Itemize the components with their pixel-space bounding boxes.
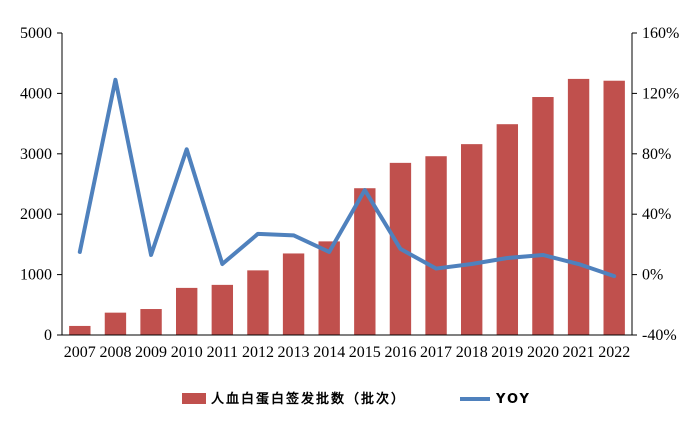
bar-series <box>69 78 625 336</box>
x-tick-label: 2009 <box>135 344 167 361</box>
bar-2007 <box>69 325 91 335</box>
x-tick-label: 2019 <box>491 344 523 361</box>
axes <box>57 32 637 336</box>
bar-2009 <box>140 309 162 335</box>
yoy-point-2012 <box>256 232 260 236</box>
right-y-tick-labels: -40% 0% 40% 80% 120% 160% <box>642 25 679 344</box>
yoy-point-2021 <box>577 262 581 266</box>
bar-2019 <box>496 124 519 335</box>
x-tick-label: 2011 <box>207 344 238 361</box>
yoy-point-2009 <box>149 253 153 257</box>
line-series <box>77 77 617 279</box>
bar-2020 <box>532 97 554 336</box>
bar-2010 <box>176 287 198 335</box>
bar-2018 <box>461 144 483 335</box>
yoy-point-2019 <box>505 256 509 260</box>
bar-2015 <box>354 188 376 335</box>
x-tick-label: 2021 <box>563 344 595 361</box>
x-tick-label: 2007 <box>64 344 96 361</box>
yoy-line <box>77 77 617 279</box>
x-tick-label: 2022 <box>598 344 630 361</box>
right-y-tick-label: 80% <box>642 146 671 163</box>
yoy-point-2022 <box>612 274 616 278</box>
right-y-tick-label: 160% <box>642 25 679 42</box>
bar-2008 <box>104 312 127 335</box>
yoy-point-2010 <box>185 147 189 151</box>
x-tick-labels: 2007 2008 2009 2010 2011 2012 2013 2014 2015 2016… <box>64 344 630 361</box>
left-y-tick-label: 1000 <box>20 267 52 284</box>
yoy-point-2014 <box>327 250 331 254</box>
legend-bar-label: 人血白蛋白签发批数（批次） <box>211 391 406 407</box>
bar-2012 <box>247 270 269 335</box>
x-tick-label: 2016 <box>384 344 416 361</box>
legend: 人血白蛋白签发批数（批次） YOY <box>182 391 531 407</box>
bar-2022 <box>603 80 625 335</box>
x-tick-label: 2014 <box>313 344 345 361</box>
right-y-tick-label: 40% <box>642 206 671 223</box>
legend-bar-swatch <box>182 393 206 404</box>
yoy-point-2018 <box>470 262 474 266</box>
yoy-point-2017 <box>434 267 438 271</box>
x-tick-label: 2008 <box>99 344 131 361</box>
x-tick-label: 2015 <box>349 344 381 361</box>
yoy-point-2016 <box>398 247 402 251</box>
yoy-point-2015 <box>363 188 367 192</box>
x-tick-label: 2013 <box>278 344 310 361</box>
left-y-tick-labels: 0 1000 2000 3000 4000 5000 <box>20 25 52 344</box>
yoy-point-2007 <box>78 250 82 254</box>
left-y-tick-label: 3000 <box>20 146 52 163</box>
x-tick-label: 2018 <box>456 344 488 361</box>
right-y-tick-label: 0% <box>642 267 663 284</box>
left-y-tick-label: 2000 <box>20 206 52 223</box>
x-tick-label: 2012 <box>242 344 274 361</box>
yoy-point-2020 <box>541 253 545 257</box>
bar-2013 <box>282 253 305 335</box>
x-tick-label: 2010 <box>171 344 203 361</box>
right-y-tick-label: 120% <box>642 85 679 102</box>
right-y-tick-label: -40% <box>642 327 677 344</box>
yoy-point-2008 <box>113 78 117 82</box>
left-y-tick-label: 4000 <box>20 85 52 102</box>
bar-2011 <box>211 284 234 335</box>
left-y-tick-label: 0 <box>44 327 52 344</box>
yoy-point-2011 <box>220 262 224 266</box>
x-tick-label: 2020 <box>527 344 559 361</box>
legend-line-label: YOY <box>495 392 531 407</box>
x-tick-label: 2017 <box>420 344 452 361</box>
yoy-point-2013 <box>292 233 296 237</box>
bar-2021 <box>567 78 590 336</box>
bar-2017 <box>425 156 447 335</box>
left-y-tick-label: 5000 <box>20 25 52 42</box>
bar-2014 <box>318 241 340 335</box>
